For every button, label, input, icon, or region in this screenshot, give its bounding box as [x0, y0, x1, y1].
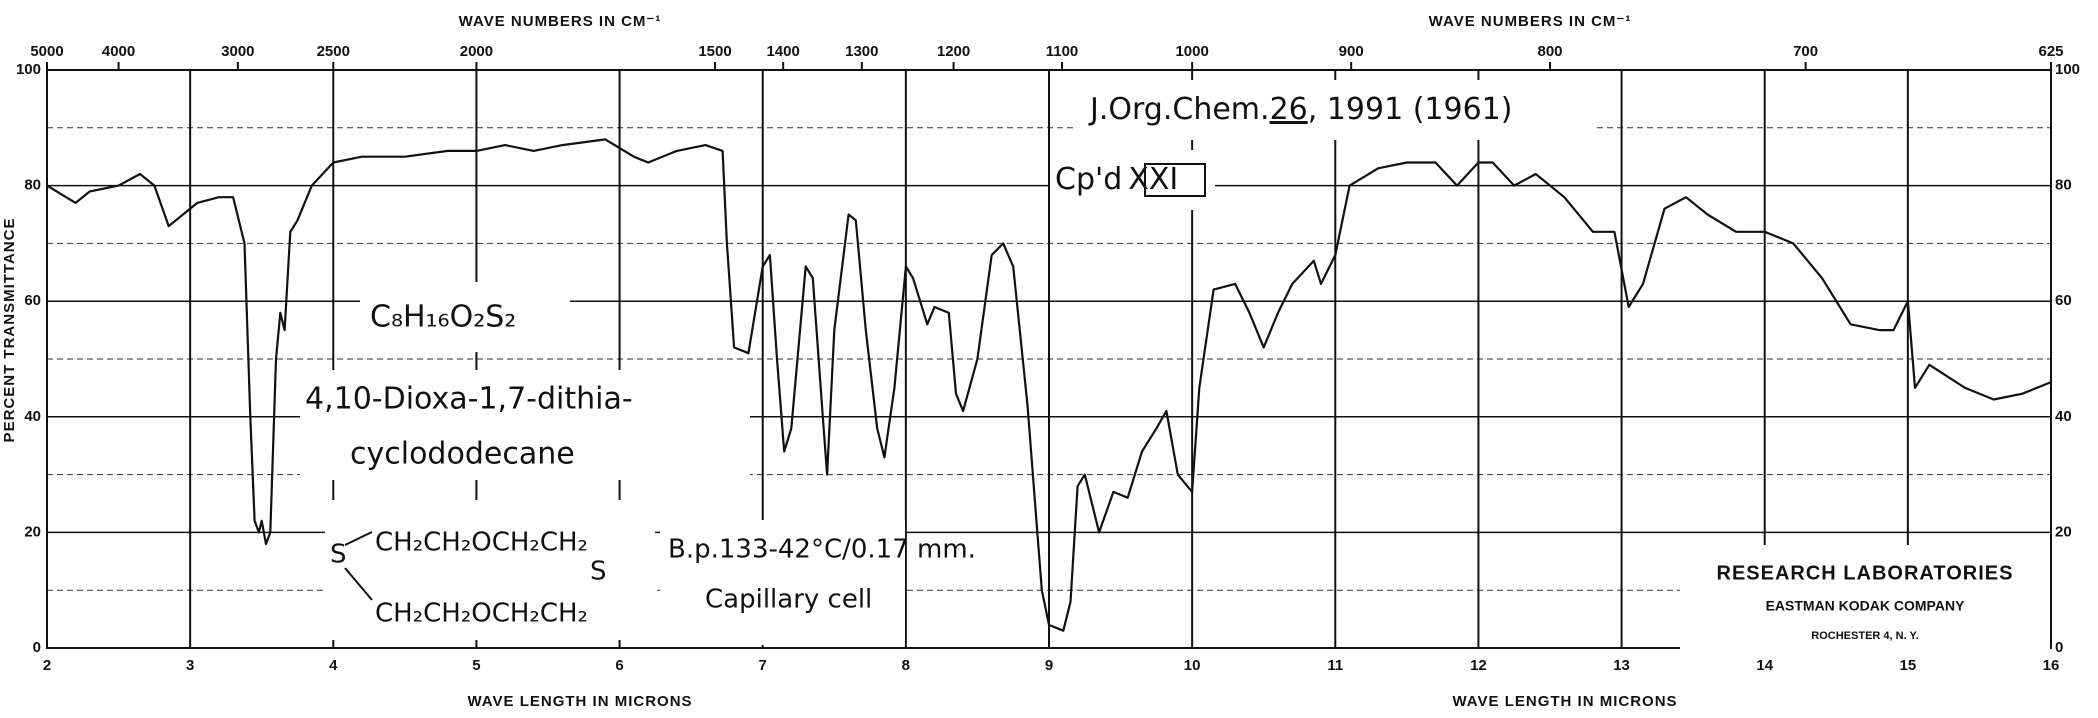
x2-tick-label: 1300 [845, 43, 878, 60]
conditions: B.p.133-42°C/0.17 mm. [668, 535, 976, 565]
y2-tick-label: 80 [2055, 177, 2072, 194]
compound-label: Cp'd [1055, 162, 1122, 197]
reference-volume: 26 [1270, 92, 1308, 127]
reference-journal: J.Org.Chem. [1088, 92, 1270, 127]
y2-tick-label: 40 [2055, 408, 2072, 425]
label-backdrop [1075, 80, 1595, 140]
y-tick-label: 100 [16, 61, 41, 78]
plot-frame [46, 69, 2052, 649]
y-axis-title: PERCENT TRANSMITTANCE [1, 218, 18, 443]
compound-number: XXI [1128, 162, 1178, 197]
x-tick-label: 4 [329, 657, 338, 674]
structure: CH₂CH₂OCH₂CH₂ [375, 528, 588, 558]
y-tick-label: 80 [24, 177, 41, 194]
x-tick-label: 9 [1045, 657, 1053, 674]
conditions: Capillary cell [705, 585, 872, 615]
x-tick-label: 13 [1613, 657, 1630, 674]
x2-tick-label: 700 [1793, 43, 1818, 60]
structure: S [330, 540, 347, 570]
x-tick-label: 12 [1470, 657, 1487, 674]
compound-box [1144, 163, 1206, 197]
x2-tick-label: 1500 [698, 43, 731, 60]
x2-tick-label: 2000 [460, 43, 493, 60]
label-backdrop [300, 370, 750, 480]
x2-axis-title: WAVE NUMBERS IN CM⁻¹ [459, 13, 662, 30]
x-tick-label: 7 [759, 657, 767, 674]
y2-tick-label: 100 [2055, 61, 2080, 78]
reference-page: , 1991 (1961) [1308, 92, 1513, 127]
structure-bond [344, 531, 373, 601]
structure: CH₂CH₂OCH₂CH₂ [375, 599, 588, 629]
x-tick-label: 10 [1184, 657, 1201, 674]
x-tick-label: 16 [2043, 657, 2060, 674]
x-tick-label: 8 [902, 657, 910, 674]
x-tick-label: 5 [472, 657, 480, 674]
label-backdrop [1680, 545, 2050, 655]
y-tick-label: 40 [24, 408, 41, 425]
y2-tick-label: 20 [2055, 523, 2072, 540]
label-backdrop [325, 500, 655, 640]
reference: J.Org.Chem.26, 1991 (1961) [1088, 92, 1512, 127]
x2-tick-label: 800 [1537, 43, 1562, 60]
x2-tick-label: 4000 [102, 43, 135, 60]
structure: S [590, 557, 607, 587]
annotation-box [300, 80, 2050, 655]
label-backdrop [360, 282, 570, 352]
x2-axis-title: WAVE NUMBERS IN CM⁻¹ [1429, 13, 1632, 30]
x-tick-label: 2 [43, 657, 51, 674]
y-tick-label: 60 [24, 292, 41, 309]
x-tick-label: 6 [615, 657, 623, 674]
y2-tick-label: 0 [2055, 639, 2063, 656]
plot [46, 138, 2052, 632]
x-tick-label: 11 [1327, 657, 1343, 674]
company: ROCHESTER 4, N. Y. [1811, 630, 1918, 642]
x-axis-title: WAVE LENGTH IN MICRONS [467, 693, 692, 710]
x-axis-title: WAVE LENGTH IN MICRONS [1452, 693, 1677, 710]
spectrum-line [46, 138, 2052, 632]
y-tick-label: 20 [24, 523, 41, 540]
formula: C₈H₁₆O₂S₂ [370, 300, 516, 335]
x2-tick-label: 2500 [317, 43, 350, 60]
company: EASTMAN KODAK COMPANY [1766, 598, 1966, 614]
x-tick-label: 15 [1900, 657, 1917, 674]
label-backdrop [1050, 150, 1215, 210]
x2-tick-label: 3000 [221, 43, 254, 60]
x-tick-label: 14 [1756, 657, 1773, 674]
compound-name: cyclododecane [350, 437, 575, 472]
compound-name: 4,10-Dioxa-1,7-dithia- [305, 382, 633, 417]
label-backdrop [660, 520, 905, 645]
y2-tick-label: 60 [2055, 292, 2072, 309]
x2-tick-label: 625 [2038, 43, 2063, 60]
company: RESEARCH LABORATORIES [1717, 562, 2014, 584]
x2-tick-label: 1000 [1175, 43, 1208, 60]
x-tick-label: 3 [186, 657, 194, 674]
x2-tick-label: 5000 [30, 43, 63, 60]
compound: Cp'd XXI [1055, 162, 1178, 197]
x2-tick-label: 1100 [1046, 43, 1079, 60]
y-tick-label: 0 [33, 639, 41, 656]
x2-tick-label: 900 [1339, 43, 1364, 60]
x2-tick-label: 1400 [766, 43, 799, 60]
x2-tick-label: 1200 [937, 43, 970, 60]
